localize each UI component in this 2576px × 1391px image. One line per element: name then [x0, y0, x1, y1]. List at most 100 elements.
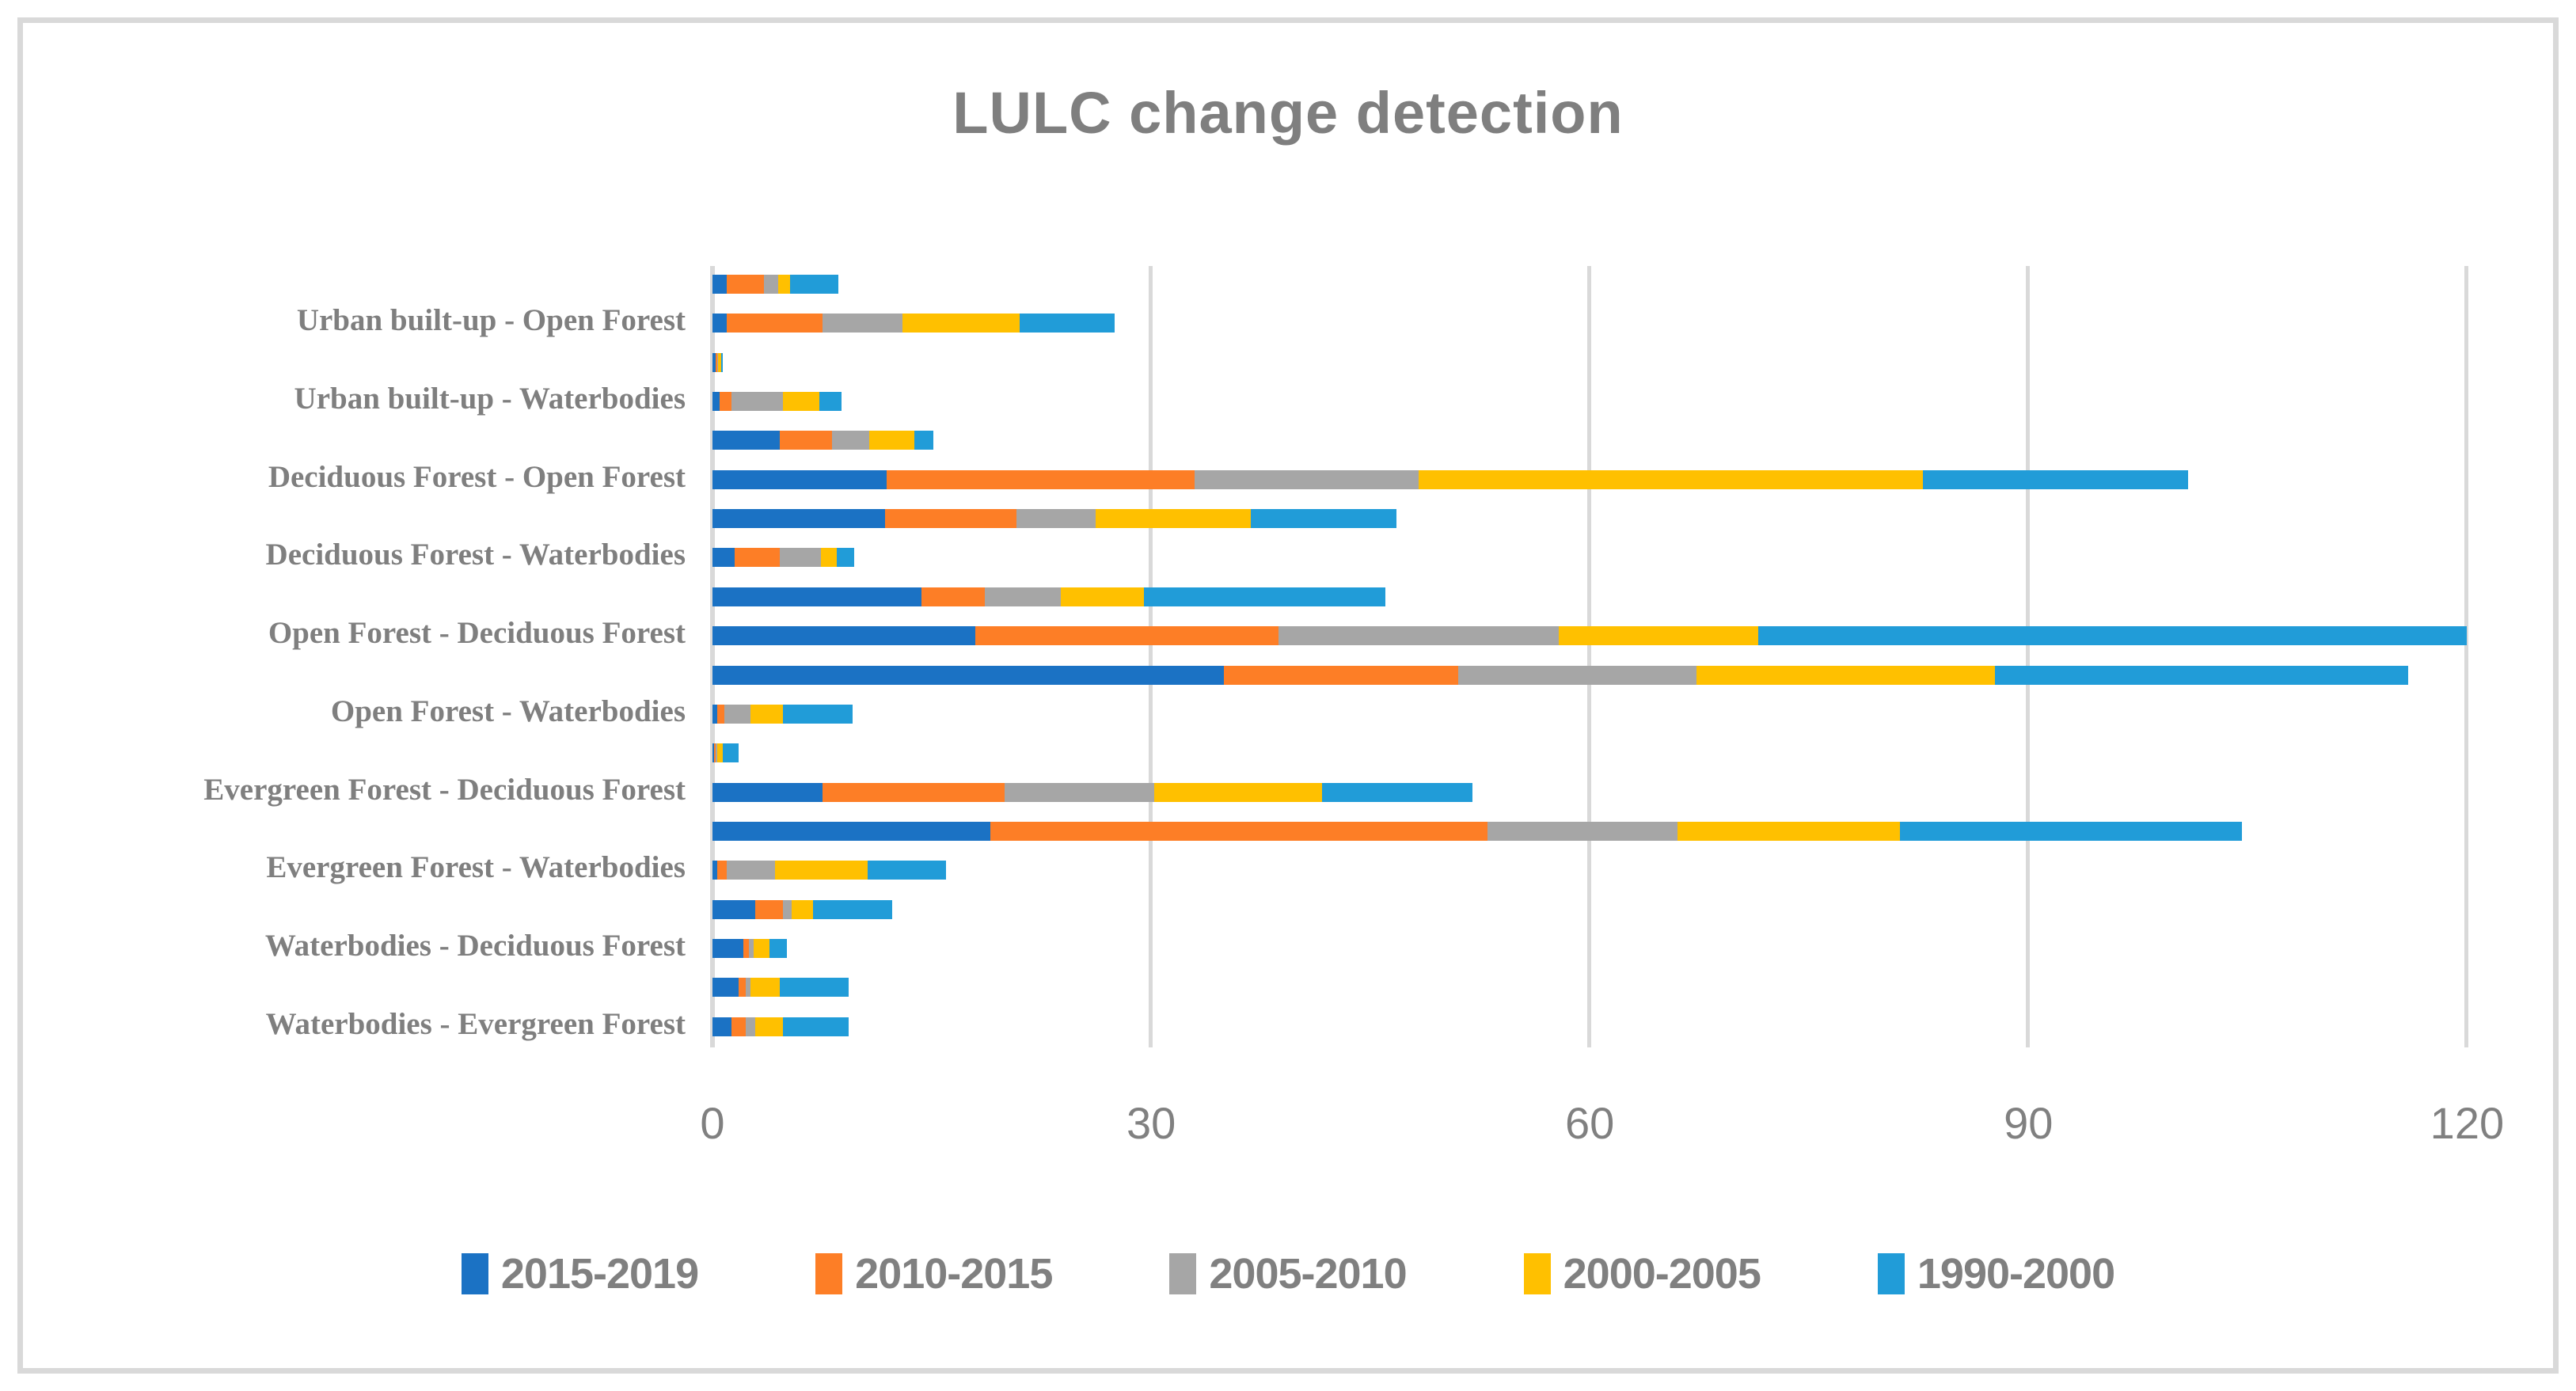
bar-segment-2015-2019: [712, 587, 922, 606]
bar-segment-2000-2005: [902, 314, 1020, 333]
bar-segment-2000-2005: [1559, 626, 1758, 646]
bar-segment-2000-2005: [1060, 587, 1144, 606]
x-tick-label: 120: [2430, 1098, 2505, 1148]
bar-segment-2000-2005: [754, 1017, 783, 1036]
category-label: Urban built-up - Open Forest: [296, 303, 686, 338]
bar-row: [712, 587, 1385, 606]
bar-segment-2010-2015: [921, 587, 985, 606]
bar-row: [712, 509, 1397, 529]
gridline: [2026, 266, 2031, 1047]
bar-segment-2010-2015: [734, 548, 780, 568]
bar-segment-2005-2010: [1278, 626, 1560, 646]
bar-segment-2010-2015: [727, 275, 764, 294]
legend-entry: 2005-2010: [1169, 1249, 1408, 1298]
bar-segment-2010-2015: [715, 352, 717, 372]
legend-label: 2015-2019: [500, 1250, 699, 1298]
bar-row: [712, 431, 933, 450]
bar-segment-2015-2019: [712, 978, 739, 998]
bar-row: [712, 1017, 849, 1036]
value-axis-line: [710, 266, 715, 1047]
bar-row: [712, 821, 2242, 841]
bar-segment-2015-2019: [712, 704, 717, 724]
bar-segment-2005-2010: [779, 548, 821, 568]
bar-segment-2010-2015: [1224, 665, 1458, 685]
bar-row: [712, 626, 2468, 646]
bar-segment-2000-2005: [868, 431, 914, 450]
legend-label: 2000-2005: [1563, 1250, 1761, 1298]
bar-segment-2005-2010: [1457, 665, 1696, 685]
bar-segment-1990-2000: [769, 938, 788, 958]
legend-entry: 2010-2015: [815, 1249, 1053, 1298]
legend-label: 2010-2015: [855, 1250, 1053, 1298]
legend-entry: 2015-2019: [461, 1249, 699, 1298]
category-label: Deciduous Forest - Waterbodies: [265, 538, 686, 572]
legend-swatch-icon: [461, 1253, 488, 1294]
bar-segment-1990-2000: [819, 392, 842, 412]
bar-segment-2005-2010: [715, 743, 717, 763]
bar-row: [712, 743, 739, 763]
bar-row: [712, 548, 855, 568]
legend-label: 1990-2000: [1917, 1250, 2115, 1298]
bar-row: [712, 782, 1473, 802]
bar-segment-2015-2019: [712, 1017, 731, 1036]
gridline: [1149, 266, 1153, 1047]
bar-segment-2010-2015: [731, 1017, 747, 1036]
bar-segment-2000-2005: [1677, 821, 1900, 841]
bar-segment-2010-2015: [716, 861, 728, 880]
bar-segment-2015-2019: [712, 938, 743, 958]
bar-segment-1990-2000: [1250, 509, 1397, 529]
bar-segment-2010-2015: [720, 392, 731, 412]
bar-row: [712, 665, 2409, 685]
bar-segment-2015-2019: [712, 469, 887, 489]
legend-swatch-icon: [1523, 1253, 1551, 1294]
x-tick-label: 60: [1565, 1098, 1615, 1148]
bar-segment-2005-2010: [782, 899, 792, 919]
bar-segment-1990-2000: [914, 431, 933, 450]
bar-row: [712, 392, 842, 412]
category-label: Evergreen Forest - Waterbodies: [266, 850, 686, 885]
legend-swatch-icon: [1169, 1253, 1197, 1294]
bar-segment-1990-2000: [867, 861, 947, 880]
bar-segment-2015-2019: [712, 861, 717, 880]
bar-segment-2015-2019: [712, 548, 735, 568]
bar-segment-2005-2010: [832, 431, 869, 450]
bar-segment-2005-2010: [716, 352, 719, 372]
bar-segment-2015-2019: [712, 743, 714, 763]
bar-segment-2005-2010: [727, 861, 776, 880]
bar-segment-2015-2019: [712, 821, 990, 841]
bar-segment-2015-2019: [712, 899, 755, 919]
bar-segment-2000-2005: [750, 978, 780, 998]
category-label: Open Forest - Waterbodies: [330, 694, 686, 728]
bar-segment-1990-2000: [836, 548, 855, 568]
bar-segment-2000-2005: [1153, 782, 1323, 802]
bar-segment-2015-2019: [712, 626, 976, 646]
bar-segment-1990-2000: [1923, 469, 2188, 489]
bar-segment-2010-2015: [779, 431, 833, 450]
bar-segment-2000-2005: [750, 704, 783, 724]
bar-segment-2015-2019: [712, 392, 720, 412]
bar-segment-2005-2010: [746, 1017, 755, 1036]
bar-segment-2005-2010: [984, 587, 1061, 606]
bar-segment-2005-2010: [822, 314, 903, 333]
bar-segment-2005-2010: [1016, 509, 1096, 529]
category-label: Deciduous Forest - Open Forest: [268, 459, 686, 494]
bar-segment-2015-2019: [712, 509, 885, 529]
bar-segment-1990-2000: [1143, 587, 1385, 606]
bar-segment-2000-2005: [1419, 469, 1924, 489]
bar-segment-1990-2000: [1899, 821, 2242, 841]
x-tick-label: 30: [1126, 1098, 1176, 1148]
gridline: [1587, 266, 1592, 1047]
bar-row: [712, 938, 788, 958]
bar-segment-1990-2000: [782, 704, 853, 724]
bar-segment-2010-2015: [743, 938, 750, 958]
bar-segment-1990-2000: [721, 352, 723, 372]
chart-title: LULC change detection: [952, 80, 1624, 146]
bar-segment-2005-2010: [763, 275, 779, 294]
bar-segment-2005-2010: [749, 938, 754, 958]
bar-segment-2005-2010: [1195, 469, 1419, 489]
bar-segment-2000-2005: [1696, 665, 1995, 685]
bar-segment-2010-2015: [754, 899, 783, 919]
bar-segment-2000-2005: [753, 938, 769, 958]
